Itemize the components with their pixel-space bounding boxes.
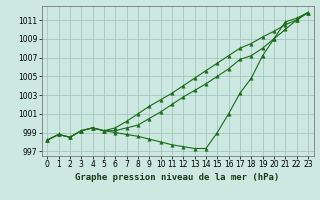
- X-axis label: Graphe pression niveau de la mer (hPa): Graphe pression niveau de la mer (hPa): [76, 173, 280, 182]
